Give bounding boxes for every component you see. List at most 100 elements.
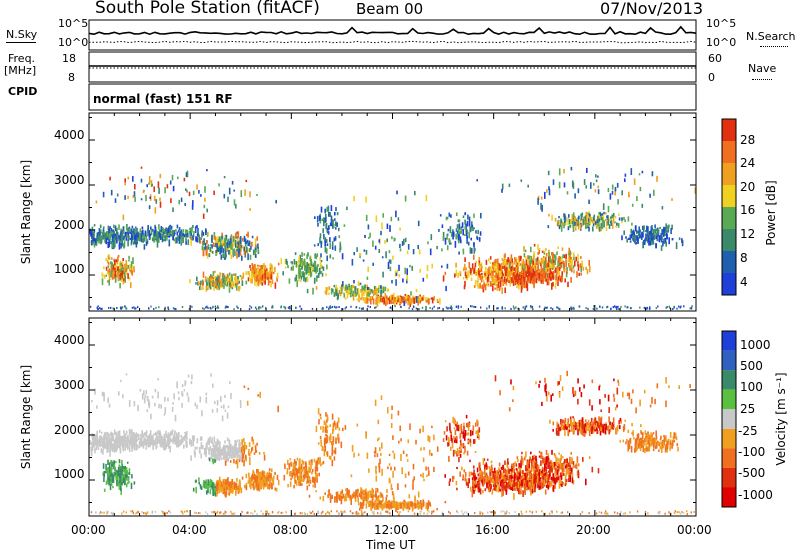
data-cell bbox=[389, 294, 392, 300]
data-cell bbox=[574, 225, 577, 231]
data-cell bbox=[239, 486, 241, 490]
data-cell bbox=[132, 438, 134, 445]
data-cell bbox=[591, 217, 593, 220]
data-cell bbox=[533, 271, 535, 278]
data-cell bbox=[557, 276, 559, 281]
data-cell bbox=[236, 461, 239, 469]
data-cell bbox=[165, 433, 168, 439]
data-cell bbox=[245, 240, 247, 245]
data-cell bbox=[301, 459, 304, 465]
data-cell bbox=[657, 229, 659, 234]
data-cell bbox=[113, 231, 115, 235]
data-cell bbox=[540, 263, 543, 270]
data-cell bbox=[469, 226, 472, 233]
data-cell bbox=[368, 298, 371, 301]
data-cell bbox=[330, 306, 332, 309]
data-cell bbox=[392, 500, 394, 507]
data-cell bbox=[308, 468, 310, 472]
data-cell bbox=[466, 235, 468, 239]
data-cell bbox=[225, 489, 228, 496]
data-cell bbox=[196, 184, 198, 190]
data-cell bbox=[529, 259, 532, 266]
data-cell bbox=[307, 480, 310, 484]
data-cell bbox=[536, 256, 539, 264]
data-cell bbox=[361, 495, 363, 498]
data-cell bbox=[181, 439, 184, 444]
data-cell bbox=[122, 275, 124, 279]
data-cell bbox=[160, 441, 163, 446]
data-cell bbox=[614, 186, 617, 192]
data-cell bbox=[554, 260, 556, 266]
data-cell bbox=[206, 305, 208, 308]
data-cell bbox=[402, 296, 405, 300]
data-cell bbox=[378, 239, 381, 243]
noise-search-line bbox=[88, 40, 697, 44]
data-cell bbox=[255, 244, 257, 248]
data-cell bbox=[462, 215, 465, 219]
data-cell bbox=[315, 461, 317, 466]
data-cell bbox=[322, 495, 325, 502]
data-cell bbox=[480, 264, 482, 268]
data-cell bbox=[239, 237, 242, 244]
data-cell bbox=[396, 504, 398, 510]
data-cell bbox=[540, 196, 543, 200]
data-cell bbox=[356, 247, 358, 252]
data-cell bbox=[361, 291, 363, 299]
data-cell bbox=[357, 280, 360, 286]
data-cell bbox=[205, 448, 207, 454]
data-cell bbox=[225, 479, 227, 485]
data-cell bbox=[251, 447, 253, 452]
data-cell bbox=[315, 286, 318, 290]
data-cell bbox=[387, 262, 390, 269]
data-cell bbox=[650, 226, 653, 231]
data-cell bbox=[89, 305, 92, 308]
data-cell bbox=[214, 245, 217, 248]
data-cell bbox=[330, 288, 333, 291]
data-cell bbox=[217, 451, 220, 456]
data-cell bbox=[518, 271, 521, 276]
data-cell bbox=[164, 433, 166, 438]
data-cell bbox=[186, 431, 188, 436]
data-cell bbox=[454, 240, 457, 248]
data-cell bbox=[616, 222, 618, 226]
data-cell bbox=[100, 431, 103, 434]
data-cell bbox=[146, 240, 149, 244]
data-cell bbox=[605, 218, 607, 222]
data-cell bbox=[533, 252, 536, 256]
data-cell bbox=[306, 277, 309, 282]
data-cell bbox=[551, 252, 554, 258]
data-cell bbox=[155, 229, 157, 236]
data-cell bbox=[97, 232, 100, 234]
data-cell bbox=[127, 265, 130, 269]
data-cell bbox=[599, 305, 601, 308]
data-cell bbox=[567, 218, 569, 225]
data-cell bbox=[186, 436, 188, 440]
data-cell bbox=[110, 460, 112, 465]
data-cell bbox=[570, 264, 572, 270]
data-cell bbox=[511, 262, 514, 267]
data-cell bbox=[253, 273, 255, 277]
data-cell bbox=[181, 306, 184, 308]
data-cell bbox=[109, 271, 112, 278]
data-cell bbox=[561, 221, 563, 226]
data-cell bbox=[219, 479, 221, 486]
data-cell bbox=[164, 444, 166, 451]
data-cell bbox=[545, 278, 547, 282]
data-cell bbox=[341, 489, 344, 495]
data-cell bbox=[235, 282, 237, 286]
data-cell bbox=[311, 462, 313, 465]
data-cell bbox=[535, 258, 537, 262]
data-cell bbox=[538, 269, 541, 276]
data-cell bbox=[128, 276, 131, 281]
data-cell bbox=[587, 221, 590, 228]
data-cell bbox=[481, 265, 483, 269]
data-cell bbox=[125, 433, 127, 436]
data-cell bbox=[224, 248, 227, 254]
data-cell bbox=[241, 440, 244, 446]
data-cell bbox=[418, 501, 420, 504]
data-cell bbox=[223, 483, 225, 489]
data-cell bbox=[142, 238, 144, 243]
data-cell bbox=[159, 201, 162, 208]
data-cell bbox=[447, 228, 450, 232]
data-cell bbox=[513, 261, 516, 265]
